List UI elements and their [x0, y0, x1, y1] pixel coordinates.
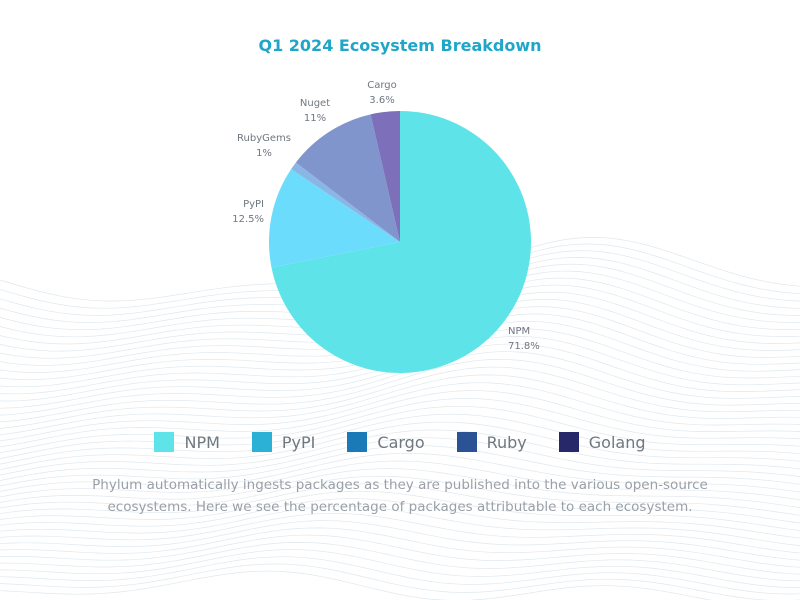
slice-label: Nuget [300, 98, 330, 109]
wave-line [0, 421, 800, 471]
slice-value-label: 1% [256, 148, 272, 159]
slice-label: PyPI [243, 199, 264, 210]
legend-label: NPM [184, 432, 220, 452]
pie-slice-rubygems [291, 162, 400, 242]
slice-value-label: 12.5% [232, 214, 264, 225]
slice-value-label: 11% [304, 113, 326, 124]
slice-value-label: 3.6% [369, 95, 394, 106]
wave-line [0, 351, 800, 416]
wave-line [0, 512, 800, 554]
legend: NPM PyPI Cargo Ruby Golang [0, 428, 800, 456]
legend-swatch [558, 432, 579, 452]
wave-line [0, 429, 800, 476]
legend-item-pypi: PyPI [251, 432, 316, 452]
wave-line [0, 468, 800, 508]
slice-label: NPM [508, 326, 530, 337]
wave-line [0, 542, 800, 582]
wave-line [0, 413, 800, 465]
legend-swatch [154, 432, 175, 452]
chart-caption: Phylum automatically ingests packages as… [92, 477, 708, 515]
wave-line [0, 520, 800, 561]
wave-line [0, 570, 712, 600]
wave-line [0, 498, 800, 539]
wave-line [0, 382, 800, 442]
pie-slice-cargo [370, 111, 400, 242]
wave-line [0, 452, 800, 493]
wave-line [0, 475, 800, 516]
pie-slice-nuget [295, 114, 400, 242]
pie-slice-pypi [268, 169, 400, 268]
legend-label: Golang [588, 432, 646, 452]
wave-line [0, 405, 800, 459]
wave-line [0, 390, 800, 448]
legend-label: PyPI [281, 432, 316, 452]
wave-line [0, 366, 800, 429]
wave-line [0, 556, 800, 595]
legend-swatch [347, 432, 368, 452]
chart-title: Q1 2024 Ecosystem Breakdown [258, 36, 542, 55]
wave-line [0, 460, 800, 501]
slice-label: Cargo [367, 80, 397, 91]
legend-swatch [251, 432, 272, 452]
wave-line [0, 505, 800, 546]
legend-item-ruby: Ruby [456, 432, 527, 452]
slice-value-label: 71.8% [508, 341, 540, 352]
legend-item-golang: Golang [558, 432, 646, 452]
pie-slice-npm [271, 111, 531, 373]
legend-label: Cargo [377, 432, 425, 452]
wave-line [0, 527, 800, 568]
wave-line [0, 374, 800, 436]
legend-swatch [456, 432, 477, 452]
slice-label: RubyGems [237, 133, 291, 144]
wave-line [0, 490, 800, 531]
legend-label: Ruby [486, 432, 527, 452]
wave-line [0, 483, 800, 524]
legend-item-cargo: Cargo [347, 432, 425, 452]
wave-line [0, 445, 800, 487]
wave-line [0, 437, 800, 481]
wave-line [0, 398, 800, 454]
wave-line [0, 563, 800, 600]
wave-line [0, 549, 800, 588]
legend-item-npm: NPM [154, 432, 220, 452]
wave-line [0, 534, 800, 575]
wave-line [0, 358, 800, 423]
